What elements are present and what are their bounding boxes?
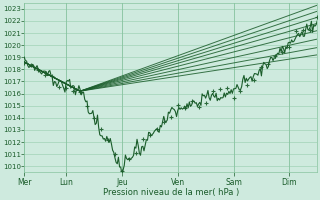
X-axis label: Pression niveau de la mer( hPa ): Pression niveau de la mer( hPa ) [103, 188, 239, 197]
